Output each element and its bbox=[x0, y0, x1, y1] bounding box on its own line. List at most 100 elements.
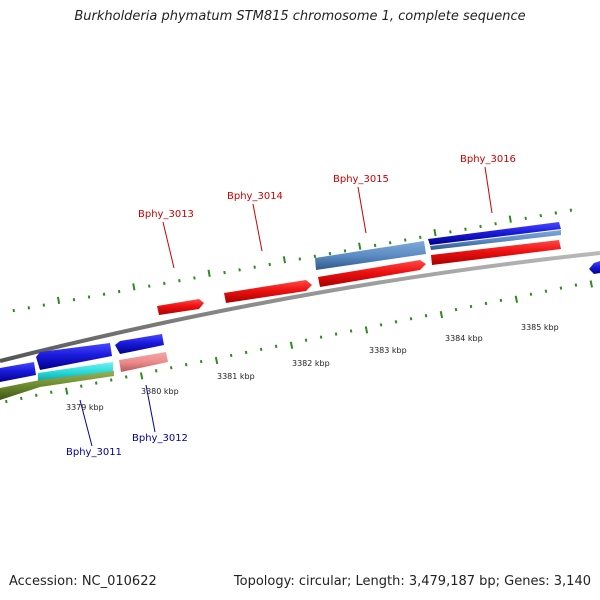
major-tick bbox=[433, 229, 437, 237]
minor-tick bbox=[223, 270, 226, 275]
gene-label-bphy-3014[interactable]: Bphy_3014 bbox=[227, 191, 283, 202]
minor-tick bbox=[154, 369, 158, 373]
scale-label-3385: 3385 kbp bbox=[521, 323, 559, 332]
map-title: Burkholderia phymatum STM815 chromosome … bbox=[74, 9, 526, 24]
scale-label-3381: 3381 kbp bbox=[217, 372, 255, 381]
minor-tick bbox=[373, 243, 377, 248]
minor-tick bbox=[79, 384, 83, 388]
minor-tick bbox=[334, 332, 338, 336]
minor-tick bbox=[449, 230, 452, 234]
chromosome-backbone bbox=[0, 251, 600, 363]
major-tick bbox=[139, 372, 144, 380]
scale-label-3379: 3379 kbp bbox=[66, 403, 104, 412]
gene-bphy-3013[interactable] bbox=[157, 299, 204, 315]
minor-tick bbox=[184, 363, 188, 367]
minor-tick bbox=[454, 307, 458, 312]
minor-tick bbox=[313, 254, 317, 258]
minor-tick bbox=[199, 359, 203, 364]
minor-tick bbox=[479, 224, 482, 229]
minor-tick bbox=[464, 227, 467, 231]
lower-tick-track bbox=[5, 280, 593, 404]
major-tick bbox=[64, 387, 69, 395]
minor-tick bbox=[403, 238, 407, 242]
upper-tick-track bbox=[12, 208, 573, 313]
minor-tick bbox=[148, 284, 151, 288]
minor-tick bbox=[163, 281, 166, 286]
minor-tick bbox=[328, 251, 332, 256]
minor-tick bbox=[238, 268, 241, 272]
minor-tick bbox=[569, 208, 573, 212]
minor-tick bbox=[87, 295, 91, 299]
minor-tick bbox=[94, 381, 98, 385]
minor-tick bbox=[169, 366, 173, 370]
minor-tick bbox=[20, 396, 23, 401]
major-tick bbox=[589, 280, 593, 288]
gene-right-edge[interactable] bbox=[589, 261, 600, 274]
major-tick bbox=[132, 283, 136, 291]
gene-bphy-3015[interactable] bbox=[315, 241, 426, 287]
minor-tick bbox=[539, 213, 543, 218]
minor-tick bbox=[229, 353, 233, 358]
scale-label-3382: 3382 kbp bbox=[292, 359, 330, 368]
minor-tick bbox=[544, 289, 548, 293]
accession-text: Accession: NC_010622 bbox=[9, 574, 157, 589]
sequence-summary: Topology: circular; Length: 3,479,187 bp… bbox=[233, 574, 591, 589]
major-tick bbox=[282, 256, 287, 264]
scale-label-3380: 3380 kbp bbox=[141, 387, 179, 396]
minor-tick bbox=[388, 241, 392, 245]
minor-tick bbox=[349, 329, 353, 333]
minor-tick bbox=[554, 211, 558, 215]
minor-tick bbox=[193, 276, 196, 280]
gene-label-bphy-3015[interactable]: Bphy_3015 bbox=[333, 174, 389, 185]
scale-label-3383: 3383 kbp bbox=[369, 346, 407, 355]
major-tick bbox=[214, 356, 219, 365]
gene-label-bphy-3011[interactable]: Bphy_3011 bbox=[66, 447, 122, 458]
minor-tick bbox=[484, 301, 488, 306]
minor-tick bbox=[27, 306, 31, 310]
major-tick bbox=[514, 295, 519, 303]
minor-tick bbox=[42, 303, 46, 307]
minor-tick bbox=[124, 375, 128, 379]
minor-tick bbox=[469, 304, 473, 309]
gene-bphy-3012[interactable] bbox=[115, 334, 168, 372]
gene-label-bphy-3016[interactable]: Bphy_3016 bbox=[460, 154, 516, 165]
minor-tick bbox=[268, 262, 271, 267]
minor-tick bbox=[529, 292, 533, 296]
minor-tick bbox=[394, 320, 398, 324]
major-tick bbox=[289, 341, 294, 349]
gene-bphy-3011[interactable] bbox=[0, 343, 114, 400]
minor-tick bbox=[102, 292, 106, 296]
minor-tick bbox=[343, 249, 347, 253]
minor-tick bbox=[304, 338, 308, 342]
major-tick bbox=[56, 296, 61, 305]
minor-tick bbox=[559, 286, 563, 290]
major-tick bbox=[508, 215, 512, 223]
minor-tick bbox=[117, 289, 121, 294]
label-leader-lines-reverse bbox=[79, 384, 156, 447]
label-leader-lines bbox=[162, 166, 493, 269]
gene-left-edge[interactable] bbox=[0, 362, 36, 382]
minor-tick bbox=[409, 317, 413, 321]
minor-tick bbox=[244, 350, 248, 355]
minor-tick bbox=[499, 298, 503, 303]
gene-bphy-3014[interactable] bbox=[224, 280, 312, 303]
minor-tick bbox=[298, 257, 302, 261]
minor-tick bbox=[109, 378, 113, 382]
minor-tick bbox=[259, 347, 263, 352]
gene-label-bphy-3012[interactable]: Bphy_3012 bbox=[132, 433, 188, 444]
minor-tick bbox=[5, 399, 8, 404]
minor-tick bbox=[574, 283, 578, 287]
gene-label-bphy-3013[interactable]: Bphy_3013 bbox=[138, 209, 194, 220]
minor-tick bbox=[12, 308, 15, 313]
minor-tick bbox=[494, 222, 497, 226]
minor-tick bbox=[178, 279, 181, 283]
minor-tick bbox=[253, 265, 256, 269]
minor-tick bbox=[524, 216, 527, 220]
minor-tick bbox=[419, 235, 422, 239]
major-tick bbox=[439, 310, 444, 319]
minor-tick bbox=[319, 335, 323, 339]
major-tick bbox=[358, 242, 362, 250]
major-tick bbox=[207, 269, 211, 277]
gene-bphy-3016[interactable] bbox=[428, 222, 561, 265]
